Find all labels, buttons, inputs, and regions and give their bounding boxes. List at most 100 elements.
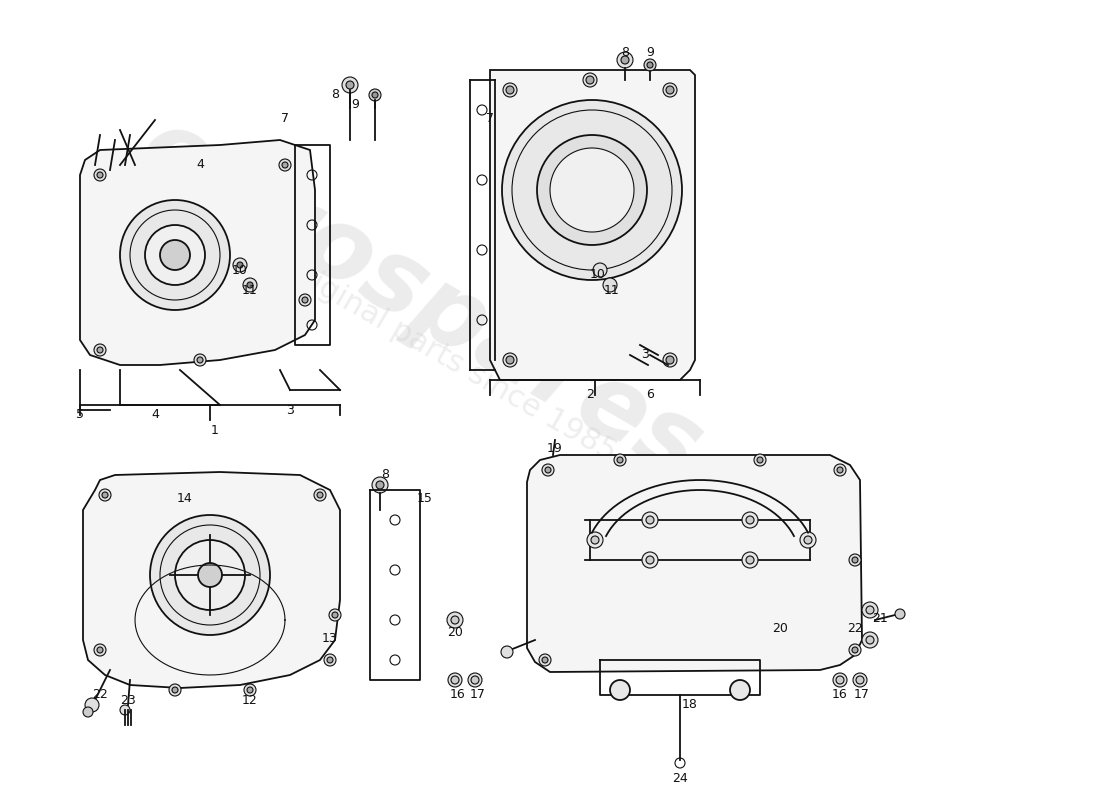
- Circle shape: [852, 673, 867, 687]
- Circle shape: [82, 707, 94, 717]
- Circle shape: [586, 76, 594, 84]
- Circle shape: [804, 536, 812, 544]
- Circle shape: [279, 159, 292, 171]
- Text: 20: 20: [447, 626, 463, 638]
- Circle shape: [895, 609, 905, 619]
- Circle shape: [97, 647, 103, 653]
- Circle shape: [447, 612, 463, 628]
- Circle shape: [243, 278, 257, 292]
- Circle shape: [742, 552, 758, 568]
- Circle shape: [302, 297, 308, 303]
- Circle shape: [99, 489, 111, 501]
- Text: 3: 3: [641, 349, 649, 362]
- Text: 15: 15: [417, 491, 433, 505]
- Circle shape: [746, 556, 754, 564]
- Circle shape: [642, 512, 658, 528]
- Circle shape: [852, 647, 858, 653]
- Circle shape: [169, 684, 182, 696]
- Text: 9: 9: [646, 46, 653, 58]
- Circle shape: [550, 148, 634, 232]
- Text: 12: 12: [242, 694, 257, 706]
- Circle shape: [754, 454, 766, 466]
- Circle shape: [849, 554, 861, 566]
- Circle shape: [866, 636, 874, 644]
- Text: 23: 23: [120, 694, 136, 706]
- Polygon shape: [80, 140, 315, 365]
- Text: eurospares: eurospares: [122, 100, 718, 500]
- Circle shape: [175, 540, 245, 610]
- Circle shape: [506, 356, 514, 364]
- Text: 9: 9: [351, 98, 359, 111]
- Circle shape: [346, 81, 354, 89]
- Circle shape: [198, 563, 222, 587]
- Text: 16: 16: [832, 689, 848, 702]
- Circle shape: [102, 492, 108, 498]
- Text: 4: 4: [151, 409, 158, 422]
- Circle shape: [368, 89, 381, 101]
- Circle shape: [862, 602, 878, 618]
- Circle shape: [451, 676, 459, 684]
- Circle shape: [236, 262, 243, 268]
- Circle shape: [587, 532, 603, 548]
- Circle shape: [849, 644, 861, 656]
- Circle shape: [603, 278, 617, 292]
- Circle shape: [852, 557, 858, 563]
- Text: 14: 14: [177, 491, 192, 505]
- Polygon shape: [490, 70, 695, 380]
- Circle shape: [542, 657, 548, 663]
- Circle shape: [834, 464, 846, 476]
- Circle shape: [448, 673, 462, 687]
- Circle shape: [299, 294, 311, 306]
- Circle shape: [856, 676, 864, 684]
- Circle shape: [324, 654, 336, 666]
- Circle shape: [471, 676, 478, 684]
- Circle shape: [314, 489, 326, 501]
- Polygon shape: [527, 455, 862, 672]
- Circle shape: [647, 62, 653, 68]
- Circle shape: [583, 73, 597, 87]
- Text: 11: 11: [604, 283, 620, 297]
- Text: 8: 8: [381, 467, 389, 481]
- Text: 18: 18: [682, 698, 697, 711]
- Circle shape: [327, 657, 333, 663]
- Circle shape: [617, 457, 623, 463]
- Circle shape: [451, 616, 459, 624]
- Circle shape: [539, 654, 551, 666]
- Circle shape: [372, 477, 388, 493]
- Circle shape: [614, 454, 626, 466]
- Circle shape: [145, 225, 205, 285]
- Circle shape: [233, 258, 248, 272]
- Circle shape: [591, 536, 600, 544]
- Text: 3: 3: [286, 403, 294, 417]
- Polygon shape: [82, 472, 340, 688]
- Circle shape: [730, 680, 750, 700]
- Circle shape: [372, 92, 378, 98]
- Text: 1: 1: [211, 423, 219, 437]
- Text: 20: 20: [772, 622, 788, 634]
- Circle shape: [468, 673, 482, 687]
- Text: 6: 6: [646, 389, 653, 402]
- Circle shape: [503, 83, 517, 97]
- Circle shape: [646, 556, 654, 564]
- Text: 7: 7: [486, 111, 494, 125]
- Circle shape: [85, 698, 99, 712]
- Circle shape: [506, 86, 514, 94]
- Circle shape: [94, 344, 106, 356]
- Circle shape: [866, 606, 874, 614]
- Circle shape: [97, 347, 103, 353]
- Circle shape: [194, 354, 206, 366]
- Circle shape: [94, 169, 106, 181]
- Circle shape: [282, 162, 288, 168]
- Circle shape: [542, 464, 554, 476]
- Circle shape: [663, 83, 676, 97]
- Circle shape: [503, 353, 517, 367]
- Circle shape: [248, 687, 253, 693]
- Text: original parts since 1985: original parts since 1985: [278, 253, 622, 467]
- Circle shape: [332, 612, 338, 618]
- Text: 11: 11: [242, 283, 257, 297]
- Text: 2: 2: [586, 389, 594, 402]
- Circle shape: [621, 56, 629, 64]
- Circle shape: [376, 481, 384, 489]
- Text: 17: 17: [470, 689, 486, 702]
- Circle shape: [244, 684, 256, 696]
